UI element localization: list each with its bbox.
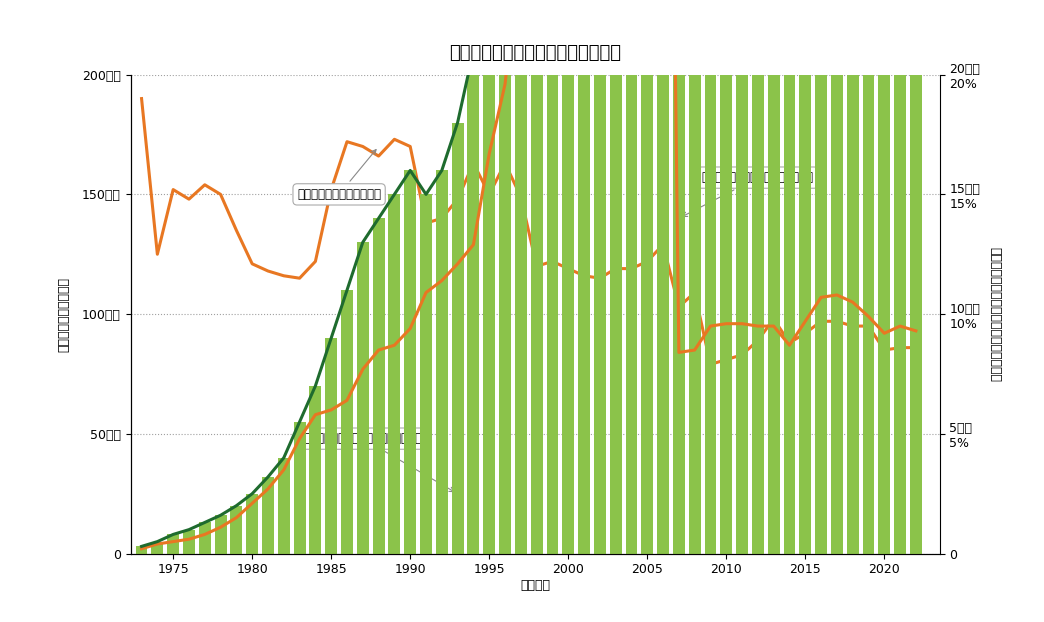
Bar xyxy=(610,0,621,554)
Bar xyxy=(657,0,669,554)
Bar xyxy=(878,0,891,554)
Bar xyxy=(262,477,274,554)
Bar xyxy=(278,458,290,554)
Bar xyxy=(452,123,464,554)
Bar xyxy=(815,0,827,554)
Bar xyxy=(515,0,527,554)
Bar xyxy=(215,515,227,554)
Bar xyxy=(563,0,574,554)
Bar xyxy=(293,422,306,554)
Bar xyxy=(641,0,654,554)
Bar xyxy=(673,0,685,554)
Title: ツーバイフォー住宅と新設着工推移: ツーバイフォー住宅と新設着工推移 xyxy=(449,44,621,62)
Bar xyxy=(910,0,922,554)
Bar xyxy=(183,530,195,554)
Bar xyxy=(625,0,638,554)
X-axis label: （年度）: （年度） xyxy=(520,579,550,592)
Bar xyxy=(546,0,559,554)
Bar xyxy=(705,0,716,554)
Bar xyxy=(800,0,811,554)
Bar xyxy=(326,338,337,554)
Bar xyxy=(420,194,432,554)
Text: 全新設住宅着工数（左軸）: 全新設住宅着工数（左軸） xyxy=(298,149,381,201)
Bar xyxy=(388,194,400,554)
Bar xyxy=(578,0,590,554)
Bar xyxy=(847,0,858,554)
Bar xyxy=(720,0,732,554)
Bar xyxy=(151,542,163,554)
Bar xyxy=(530,0,543,554)
Bar xyxy=(309,386,322,554)
Bar xyxy=(831,0,843,554)
Bar xyxy=(784,0,796,554)
Bar xyxy=(357,243,369,554)
Bar xyxy=(198,522,211,554)
Bar xyxy=(767,0,780,554)
Bar xyxy=(894,0,906,554)
Bar xyxy=(499,0,511,554)
Bar xyxy=(862,0,875,554)
Text: ツーバイフォー住宅シェア（右軸）: ツーバイフォー住宅シェア（右軸） xyxy=(683,171,814,216)
Text: ツーバイフォー住宅着工戸数（右軸）: ツーバイフォー住宅着工戸数（右軸） xyxy=(304,432,454,492)
Bar xyxy=(246,494,258,554)
Bar xyxy=(341,290,353,554)
Y-axis label: 全新設住宅　着工戸数: 全新設住宅 着工戸数 xyxy=(57,277,71,351)
Bar xyxy=(136,546,147,554)
Bar xyxy=(231,506,242,554)
Bar xyxy=(468,51,479,554)
Bar xyxy=(752,0,764,554)
Bar xyxy=(167,534,180,554)
Bar xyxy=(373,218,384,554)
Bar xyxy=(689,0,701,554)
Bar xyxy=(736,0,748,554)
Y-axis label: ツーバイフォー住宅　着工戸数／シェア: ツーバイフォー住宅 着工戸数／シェア xyxy=(988,246,1001,382)
Bar xyxy=(483,0,495,554)
Bar xyxy=(404,170,417,554)
Bar xyxy=(594,0,606,554)
Bar xyxy=(436,170,448,554)
